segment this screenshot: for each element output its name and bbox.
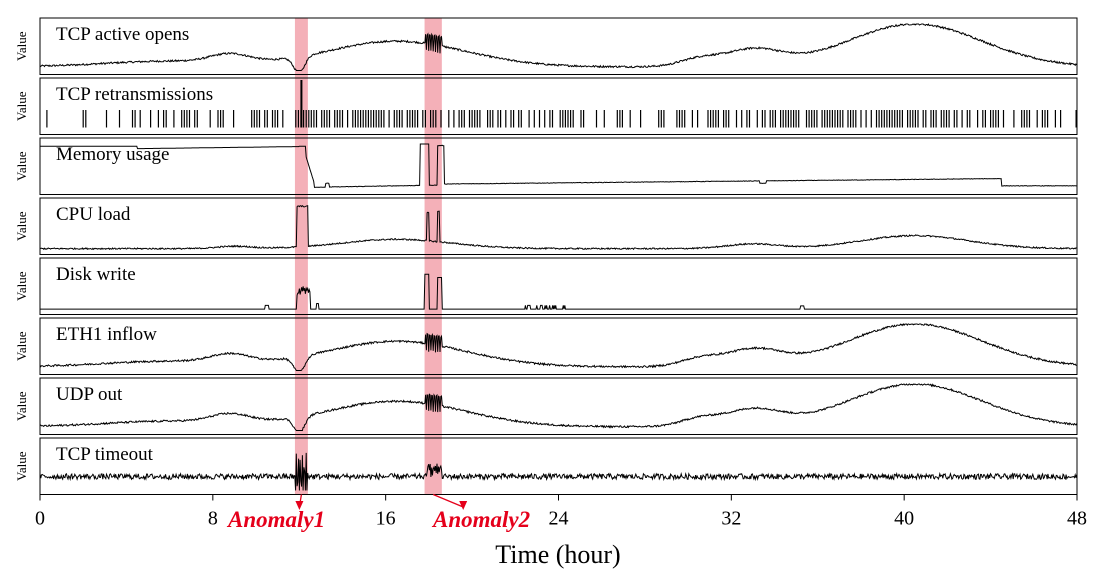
panel-frame bbox=[39, 197, 1078, 255]
panel-frame bbox=[39, 377, 1078, 435]
anomaly-arrow bbox=[432, 493, 464, 508]
panel-2: Value TCP retransmissions bbox=[14, 77, 1078, 135]
anomaly-highlights bbox=[294, 18, 442, 495]
series-line bbox=[40, 143, 1077, 188]
panel-1: Value TCP active opens bbox=[14, 17, 1078, 75]
y-axis-label: Value bbox=[14, 331, 29, 361]
anomaly-arrowhead bbox=[459, 501, 468, 510]
x-tick-label: 24 bbox=[549, 508, 569, 530]
panel-5: Value Disk write bbox=[14, 257, 1078, 315]
panel-frame bbox=[39, 317, 1078, 375]
y-axis-label: Value bbox=[14, 91, 29, 121]
panel-7: Value UDP out bbox=[14, 377, 1078, 435]
x-axis: 0 8 16 24 32 40 48 bbox=[35, 494, 1087, 530]
y-axis-label: Value bbox=[14, 271, 29, 301]
x-tick-label: 40 bbox=[894, 508, 914, 530]
x-tick-label: 48 bbox=[1067, 508, 1087, 530]
y-axis-label: Value bbox=[14, 31, 29, 61]
anomaly-arrowhead bbox=[295, 501, 304, 510]
y-axis-label: Value bbox=[14, 391, 29, 421]
series-line bbox=[39, 323, 1077, 371]
series-label: UDP out bbox=[56, 384, 123, 405]
x-tick-label: 32 bbox=[721, 508, 741, 530]
anomaly-band-1 bbox=[294, 18, 308, 495]
panel-frame bbox=[39, 437, 1078, 495]
series-line bbox=[39, 383, 1078, 431]
panel-8: Value TCP timeout bbox=[14, 437, 1078, 495]
x-tick-label: 8 bbox=[208, 508, 218, 530]
panel-3: Value Memory usage bbox=[14, 137, 1078, 195]
anomaly-label-1: Anomaly1 bbox=[226, 507, 325, 532]
panel-frame bbox=[39, 137, 1078, 195]
panel-6: Value ETH1 inflow bbox=[14, 317, 1078, 375]
y-axis-label: Value bbox=[14, 451, 29, 481]
series-line bbox=[39, 23, 1078, 71]
anomaly-label-2: Anomaly2 bbox=[431, 507, 530, 532]
x-tick-label: 16 bbox=[376, 508, 396, 530]
x-tick-label: 0 bbox=[35, 508, 45, 530]
series-line bbox=[39, 205, 1077, 251]
series-label: ETH1 inflow bbox=[56, 324, 157, 345]
y-axis-label: Value bbox=[14, 211, 29, 241]
x-axis-title: Time (hour) bbox=[495, 540, 620, 569]
panel-frame bbox=[39, 257, 1078, 315]
series-line bbox=[39, 452, 1078, 491]
panel-4: Value CPU load bbox=[14, 197, 1078, 255]
panel-frame bbox=[39, 17, 1078, 75]
series-label: CPU load bbox=[56, 204, 131, 225]
anomaly-annotations: Anomaly1 Anomaly2 bbox=[226, 493, 530, 532]
anomaly-band-2 bbox=[424, 18, 442, 495]
panels: Value TCP active opens Value TCP retransmis… bbox=[14, 17, 1078, 495]
series-label: TCP retransmissions bbox=[56, 84, 213, 105]
series-label: TCP timeout bbox=[56, 444, 154, 465]
series-label: TCP active opens bbox=[56, 24, 189, 45]
series-label: Disk write bbox=[56, 264, 136, 285]
y-axis-label: Value bbox=[14, 151, 29, 181]
series-line bbox=[40, 273, 1077, 310]
series-label: Memory usage bbox=[56, 144, 169, 165]
panel-frame bbox=[39, 77, 1078, 135]
